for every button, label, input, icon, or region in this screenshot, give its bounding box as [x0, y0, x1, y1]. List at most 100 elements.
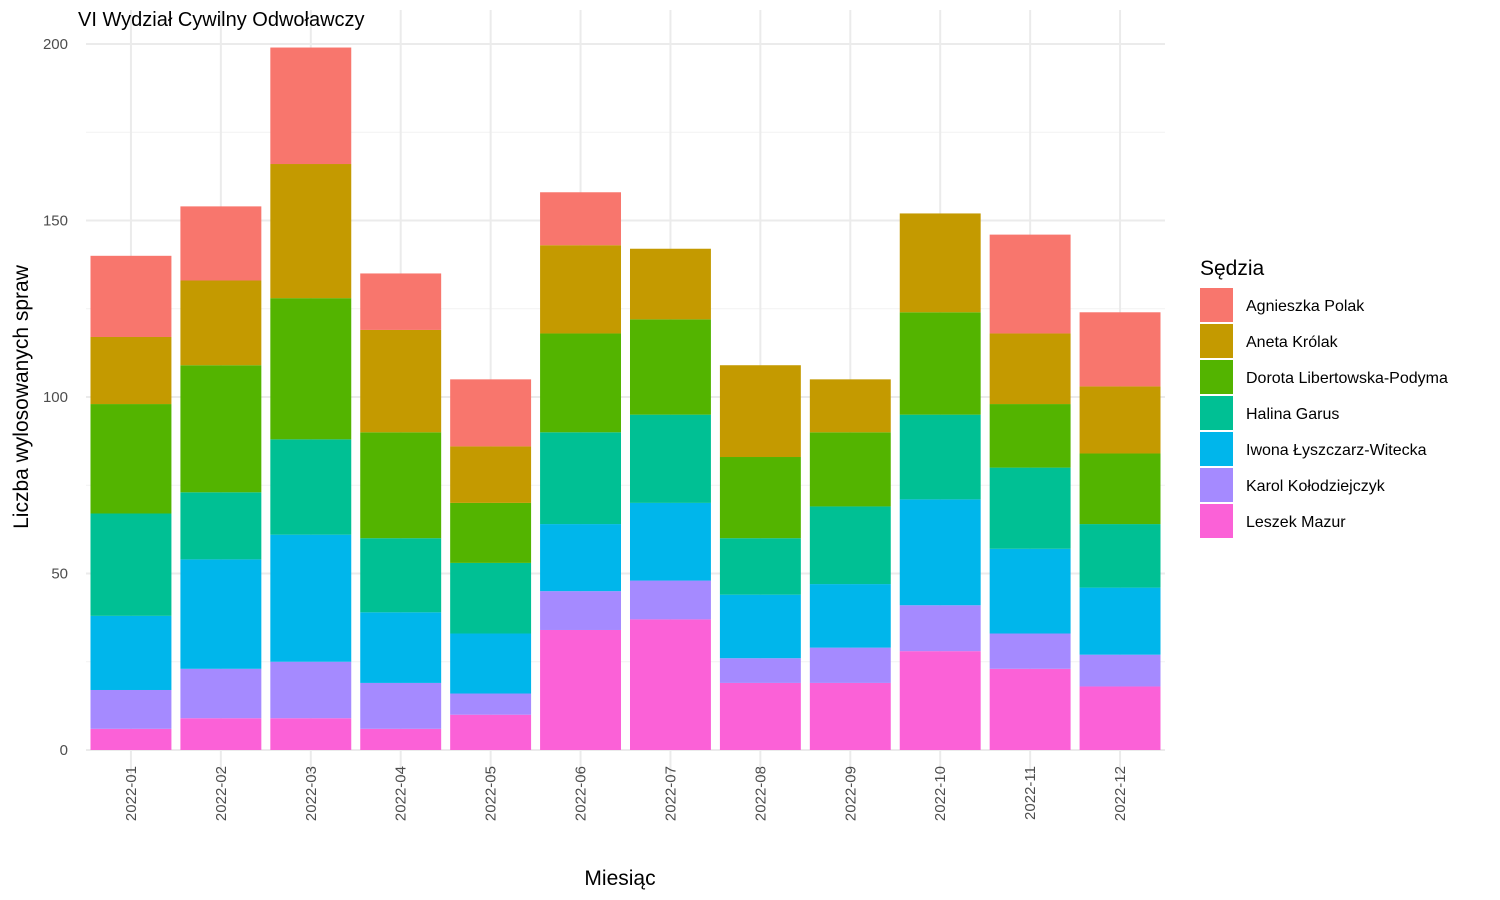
bar-segment [1079, 524, 1161, 588]
chart-title: VI Wydział Cywilny Odwoławczy [78, 9, 365, 31]
bar-segment [719, 365, 801, 458]
x-tick-label: 2022-05 [483, 766, 500, 821]
x-tick-label: 2022-07 [662, 766, 679, 821]
bar-segment [629, 619, 711, 750]
x-tick-label: 2022-08 [752, 766, 769, 821]
bar-segment [719, 594, 801, 659]
bar-segment [270, 439, 352, 535]
bar-segment [90, 404, 172, 514]
legend-title: Sędzia [1200, 257, 1265, 280]
bar-segment [989, 633, 1071, 669]
legend-swatch [1200, 288, 1233, 322]
bar-segment [450, 714, 532, 750]
legend-label: Leszek Mazur [1246, 514, 1346, 531]
bar-segment [899, 414, 981, 500]
bar-segment [719, 682, 801, 750]
bar-segment [540, 192, 622, 246]
y-tick-labels: 0 50 100 150 200 [43, 36, 68, 759]
y-tick-label: 50 [51, 566, 68, 583]
bar-segment [899, 213, 981, 313]
x-tick-label: 2022-10 [932, 766, 949, 821]
legend-swatch [1200, 360, 1233, 394]
bar-segment [270, 298, 352, 440]
bar-segment [360, 728, 442, 750]
bar-segment [989, 548, 1071, 634]
bar-segment [719, 658, 801, 683]
bar-segment [1079, 587, 1161, 655]
bar-segment [809, 584, 891, 648]
bar-segment [180, 492, 262, 560]
bar-segment [450, 502, 532, 563]
bar-segment [989, 668, 1071, 750]
bar-segment [360, 432, 442, 539]
x-tick-label: 2022-04 [393, 766, 410, 821]
legend-swatch [1200, 324, 1233, 358]
bar-segment [809, 432, 891, 507]
legend-label: Dorota Libertowska-Podyma [1246, 370, 1448, 387]
y-tick-label: 200 [43, 36, 68, 53]
bar-segment [1079, 654, 1161, 687]
y-tick-label: 100 [43, 389, 68, 406]
bar-segment [989, 234, 1071, 334]
bar-segment [360, 612, 442, 683]
y-axis-title: Liczba wylosowanych spraw [10, 264, 33, 529]
y-tick-label: 0 [60, 742, 68, 759]
x-axis-title: Miesiąc [584, 867, 655, 890]
bar-segment [540, 432, 622, 525]
legend-swatch [1200, 396, 1233, 430]
bar-segment [989, 333, 1071, 405]
bar-segment [360, 538, 442, 613]
bar-segment [719, 457, 801, 539]
bar-segment [450, 379, 532, 447]
bar-segment [450, 633, 532, 694]
x-tick-label: 2022-12 [1112, 766, 1129, 821]
legend-label: Karol Kołodziejczyk [1246, 478, 1386, 495]
y-tick-label: 150 [43, 213, 68, 230]
bar-segment [989, 404, 1071, 468]
legend-label: Agnieszka Polak [1246, 298, 1365, 315]
bar-segment [540, 591, 622, 630]
x-tick-label: 2022-09 [842, 766, 859, 821]
bar-segment [540, 629, 622, 750]
bar-segment [270, 164, 352, 299]
bar-segment [899, 651, 981, 750]
x-tick-label: 2022-03 [303, 766, 320, 821]
bar-segment [629, 580, 711, 620]
bar-segment [270, 661, 352, 719]
bar-segment [450, 562, 532, 634]
bars [90, 47, 1161, 750]
bar-segment [90, 255, 172, 337]
bar-segment [90, 336, 172, 405]
bar-segment [809, 647, 891, 683]
bar-segment [899, 499, 981, 606]
bar-segment [1079, 386, 1161, 454]
bar-segment [540, 245, 622, 334]
bar-segment [180, 718, 262, 750]
legend-swatch [1200, 504, 1233, 538]
bar-segment [270, 534, 352, 662]
x-tick-label: 2022-11 [1022, 766, 1039, 820]
bar-segment [450, 446, 532, 503]
bar-segment [1079, 312, 1161, 387]
bar-segment [540, 524, 622, 592]
x-tick-label: 2022-01 [123, 766, 140, 821]
bar-segment [180, 206, 262, 281]
legend-swatch [1200, 432, 1233, 466]
legend: Sędzia Agnieszka Polak Aneta Królak Dorota… [1200, 257, 1448, 538]
bar-segment [629, 319, 711, 415]
bar-segment [180, 559, 262, 669]
bar-segment [180, 668, 262, 719]
bar-segment [90, 615, 172, 690]
bar-segment [629, 414, 711, 503]
x-tick-label: 2022-06 [573, 766, 590, 821]
bar-segment [809, 506, 891, 585]
bar-segment [1079, 686, 1161, 750]
bar-segment [360, 682, 442, 729]
bar-segment [270, 47, 352, 165]
bar-segment [899, 605, 981, 652]
bar-segment [629, 502, 711, 581]
bar-segment [629, 248, 711, 320]
bar-segment [90, 689, 172, 729]
legend-label: Iwona Łyszczarz-Witecka [1246, 442, 1427, 459]
